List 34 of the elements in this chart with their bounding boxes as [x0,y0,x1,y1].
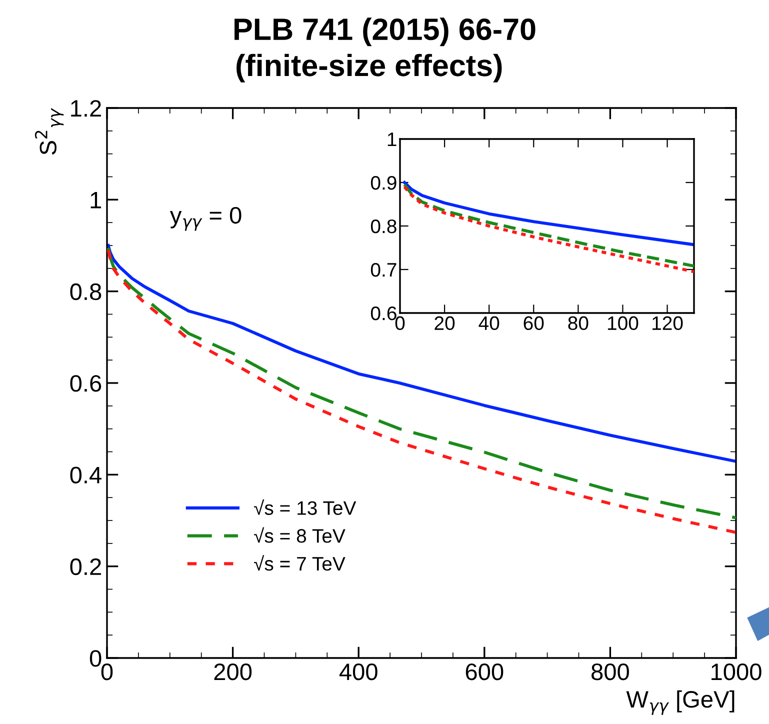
y-tick-label: 0.8 [70,283,102,300]
chart-subtitle: (finite-size effects) [236,54,502,82]
legend-label: √s = 13 TeV [254,499,356,515]
x-axis-title: W$_{γγ}$ [GeV] [626,690,734,715]
x-tick-label: 800 [592,663,629,680]
x-tick-label: 120 [652,316,683,330]
x-tick-label: 40 [478,316,500,330]
line-series [402,180,694,246]
x-tick-label: 20 [434,316,455,330]
legend-label: √s = 7 TeV [254,555,346,571]
y-tick-label: 0.6 [70,375,102,392]
chart-title: PLB 741 (2015) 66-70 [234,18,536,46]
x-tick-label: 60 [524,316,544,330]
y-tick-label: 1 [90,192,101,208]
annotation: y$_{γγ}$ = 0 [170,206,242,231]
y-tick-label: 1 [388,132,396,146]
x-tick-label: 600 [466,663,504,680]
x-tick-label: 200 [214,663,252,680]
x-tick-label: 1000 [712,663,762,680]
y-tick-label: 0.7 [370,262,396,277]
y-axis-title: S$^{2}$$_{γγ}$ [34,108,64,155]
x-tick-label: 400 [339,663,378,680]
x-tick-label: 80 [568,316,588,330]
y-tick-label: 0 [90,650,102,667]
legend-label: √s = 8 TeV [254,527,346,543]
y-tick-label: 0.9 [370,176,396,190]
x-tick-label: 0 [101,663,113,680]
y-tick-label: 0.2 [70,558,101,576]
y-tick-label: 0.4 [70,466,102,484]
line-series [107,244,736,463]
x-tick-label: 100 [608,316,638,330]
y-tick-label: 0.8 [370,219,396,234]
y-tick-label: 0.6 [370,306,396,320]
y-tick-label: 1.2 [71,100,101,117]
